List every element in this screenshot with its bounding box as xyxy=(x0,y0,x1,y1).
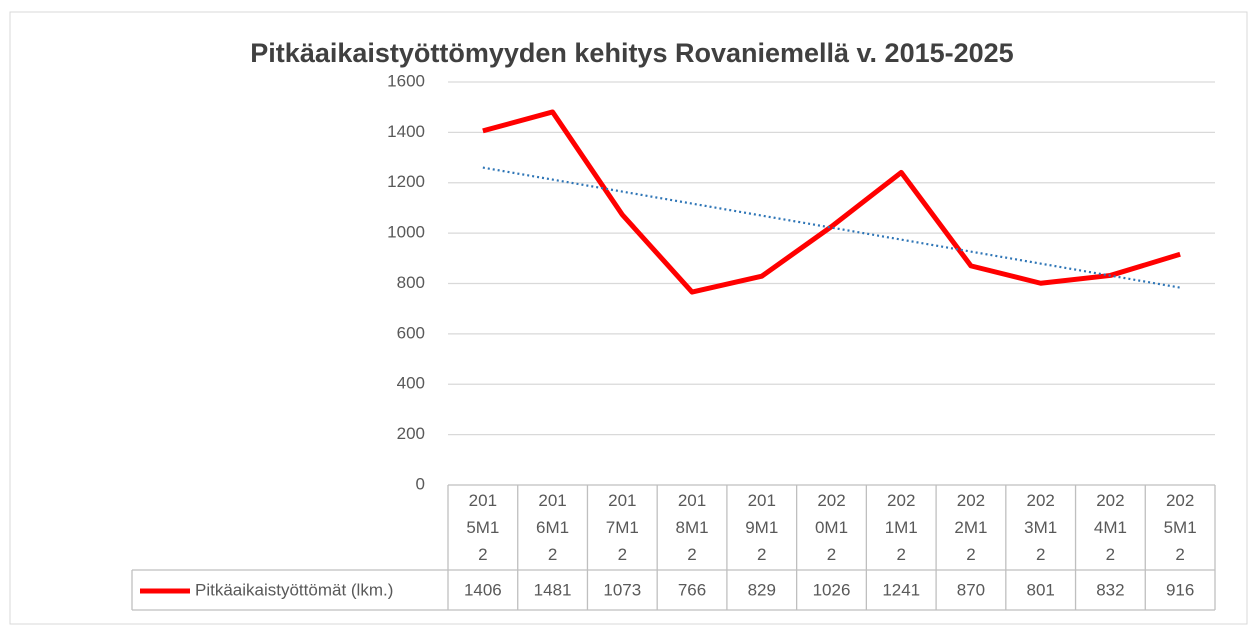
x-tick-label: 202 4M1 2 xyxy=(1094,491,1127,564)
table-value: 1241 xyxy=(882,580,920,599)
table-value: 1026 xyxy=(813,580,851,599)
legend-label: Pitkäaikaistyöttömät (lkm.) xyxy=(195,580,393,599)
y-tick-label: 800 xyxy=(397,273,425,292)
x-tick-label: 202 1M1 2 xyxy=(885,491,918,564)
table-value: 1073 xyxy=(603,580,641,599)
table-value: 766 xyxy=(678,580,706,599)
x-tick-label: 201 5M1 2 xyxy=(466,491,499,564)
table-value: 870 xyxy=(957,580,985,599)
x-tick-label: 202 0M1 2 xyxy=(815,491,848,564)
table-value: 829 xyxy=(748,580,776,599)
y-tick-label: 600 xyxy=(397,323,425,342)
x-tick-label: 201 9M1 2 xyxy=(745,491,778,564)
x-tick-label: 201 6M1 2 xyxy=(536,491,569,564)
x-tick-label: 201 7M1 2 xyxy=(606,491,639,564)
x-tick-label: 202 5M1 2 xyxy=(1164,491,1197,564)
y-tick-label: 0 xyxy=(416,474,425,493)
y-tick-label: 1200 xyxy=(387,172,425,191)
y-tick-label: 1400 xyxy=(387,122,425,141)
y-tick-label: 400 xyxy=(397,374,425,393)
y-tick-label: 1600 xyxy=(387,71,425,90)
x-tick-label: 201 8M1 2 xyxy=(676,491,709,564)
x-tick-label: 202 2M1 2 xyxy=(954,491,987,564)
table-value: 801 xyxy=(1026,580,1054,599)
table-value: 916 xyxy=(1166,580,1194,599)
x-tick-label: 202 3M1 2 xyxy=(1024,491,1057,564)
chart-border xyxy=(9,11,1248,625)
table-value: 1481 xyxy=(534,580,572,599)
table-value: 832 xyxy=(1096,580,1124,599)
chart-title: Pitkäaikaistyöttömyyden kehitys Rovaniem… xyxy=(250,38,1013,68)
series-line xyxy=(482,109,1181,295)
y-tick-label: 1000 xyxy=(387,223,425,242)
y-tick-label: 200 xyxy=(397,424,425,443)
table-value: 1406 xyxy=(464,580,502,599)
